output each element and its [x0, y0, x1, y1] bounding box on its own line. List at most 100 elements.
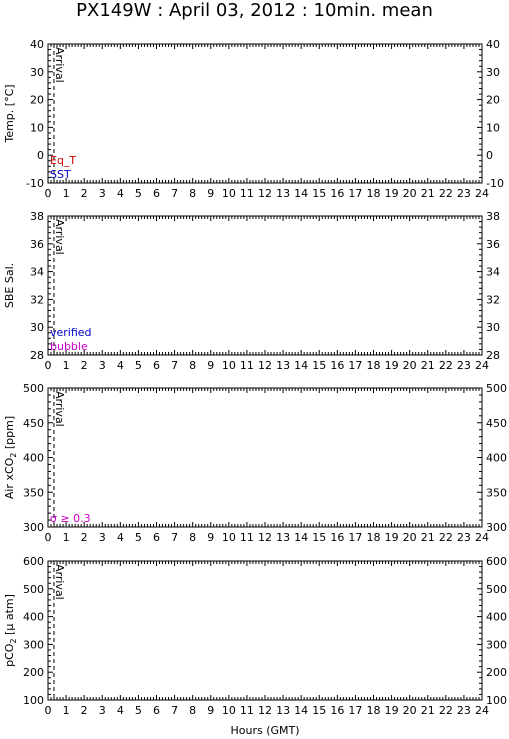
x-tick-label: 16 — [330, 359, 344, 372]
x-tick-label: 14 — [294, 531, 308, 544]
x-tick-label: 21 — [421, 704, 435, 717]
y-tick-label-right: 350 — [486, 486, 507, 499]
x-tick-label: 13 — [276, 359, 290, 372]
x-tick-label: 12 — [258, 704, 272, 717]
y-axis-label: Temp. [°C] — [3, 84, 16, 143]
x-tick-label: 11 — [240, 359, 254, 372]
y-tick-label: 28 — [30, 349, 44, 362]
legend-entry: bubble — [50, 340, 88, 353]
x-tick-label: 3 — [99, 704, 106, 717]
x-tick-label: 0 — [45, 704, 52, 717]
y-tick-label-right: 600 — [486, 555, 507, 568]
y-tick-label-right: 300 — [486, 521, 507, 534]
x-tick-label: 16 — [330, 704, 344, 717]
x-tick-label: 20 — [403, 187, 417, 200]
x-tick-label: 21 — [421, 187, 435, 200]
chart-title: PX149W : April 03, 2012 : 10min. mean — [76, 0, 433, 21]
y-tick-label-right: 36 — [486, 238, 500, 251]
x-tick-label: 14 — [294, 359, 308, 372]
x-tick-label: 0 — [45, 359, 52, 372]
x-tick-label: 11 — [240, 187, 254, 200]
x-tick-label: 23 — [457, 359, 471, 372]
x-tick-label: 8 — [189, 187, 196, 200]
x-tick-label: 24 — [475, 704, 489, 717]
x-tick-label: 17 — [348, 704, 362, 717]
x-tick-label: 16 — [330, 187, 344, 200]
y-tick-label-right: 300 — [486, 638, 507, 651]
y-tick-label-right: 30 — [486, 321, 500, 334]
arrival-label: Arrival — [53, 47, 66, 83]
y-tick-label-right: 100 — [486, 694, 507, 707]
y-tick-label-right: 10 — [486, 121, 500, 134]
legend-entry: σ ≥ 0.3 — [50, 512, 91, 525]
x-tick-label: 7 — [171, 359, 178, 372]
y-tick-label-right: 0 — [486, 149, 493, 162]
x-tick-label: 2 — [81, 187, 88, 200]
y-tick-label-right: 500 — [486, 583, 507, 596]
x-tick-label: 1 — [63, 187, 70, 200]
plot-frame — [47, 560, 483, 701]
x-tick-label: 23 — [457, 704, 471, 717]
x-tick-label: 13 — [276, 187, 290, 200]
x-tick-label: 16 — [330, 531, 344, 544]
x-tick-label: 6 — [153, 531, 160, 544]
x-tick-label: 4 — [117, 531, 124, 544]
x-tick-label: 17 — [348, 359, 362, 372]
x-tick-label: 15 — [312, 704, 326, 717]
x-tick-label: 10 — [222, 704, 236, 717]
x-tick-label: 8 — [189, 359, 196, 372]
x-tick-label: 3 — [99, 531, 106, 544]
x-tick-label: 19 — [385, 187, 399, 200]
x-tick-label: 14 — [294, 704, 308, 717]
x-tick-label: 12 — [258, 531, 272, 544]
x-tick-label: 21 — [421, 531, 435, 544]
plot-frame — [47, 387, 483, 528]
y-tick-label: 200 — [23, 666, 44, 679]
x-tick-label: 3 — [99, 187, 106, 200]
x-tick-label: 17 — [348, 531, 362, 544]
y-tick-label: 450 — [23, 417, 44, 430]
x-tick-label: 22 — [439, 187, 453, 200]
x-tick-label: 18 — [367, 187, 381, 200]
x-tick-label: 9 — [207, 187, 214, 200]
x-tick-label: 22 — [439, 359, 453, 372]
y-tick-label: 400 — [23, 452, 44, 465]
y-tick-label-right: 28 — [486, 349, 500, 362]
y-tick-label-right: 34 — [486, 266, 500, 279]
y-tick-label: -10 — [26, 177, 44, 190]
x-tick-label: 7 — [171, 704, 178, 717]
y-tick-label: 300 — [23, 521, 44, 534]
x-tick-label: 18 — [367, 359, 381, 372]
x-tick-label: 8 — [189, 704, 196, 717]
x-tick-label: 22 — [439, 704, 453, 717]
x-tick-label: 6 — [153, 704, 160, 717]
x-tick-label: 15 — [312, 359, 326, 372]
x-tick-label: 9 — [207, 704, 214, 717]
x-tick-label: 4 — [117, 187, 124, 200]
arrival-label: Arrival — [53, 564, 66, 600]
x-tick-label: 12 — [258, 359, 272, 372]
y-tick-label: 34 — [30, 266, 44, 279]
y-tick-label: 0 — [37, 149, 44, 162]
x-tick-label: 23 — [457, 187, 471, 200]
y-tick-label: 36 — [30, 238, 44, 251]
x-tick-label: 9 — [207, 359, 214, 372]
y-axis-label: SBE Sal. — [3, 263, 16, 308]
x-tick-label: 19 — [385, 704, 399, 717]
x-tick-label: 1 — [63, 359, 70, 372]
x-tick-label: 1 — [63, 704, 70, 717]
x-tick-label: 12 — [258, 187, 272, 200]
x-tick-label: 24 — [475, 531, 489, 544]
x-tick-label: 10 — [222, 531, 236, 544]
y-tick-label-right: 30 — [486, 66, 500, 79]
y-tick-label-right: 38 — [486, 210, 500, 223]
x-tick-label: 7 — [171, 187, 178, 200]
y-tick-label-right: 450 — [486, 417, 507, 430]
x-tick-label: 23 — [457, 531, 471, 544]
x-tick-label: 15 — [312, 531, 326, 544]
y-tick-label-right: 40 — [486, 38, 500, 51]
x-tick-label: 20 — [403, 531, 417, 544]
x-tick-label: 18 — [367, 531, 381, 544]
x-tick-label: 20 — [403, 359, 417, 372]
